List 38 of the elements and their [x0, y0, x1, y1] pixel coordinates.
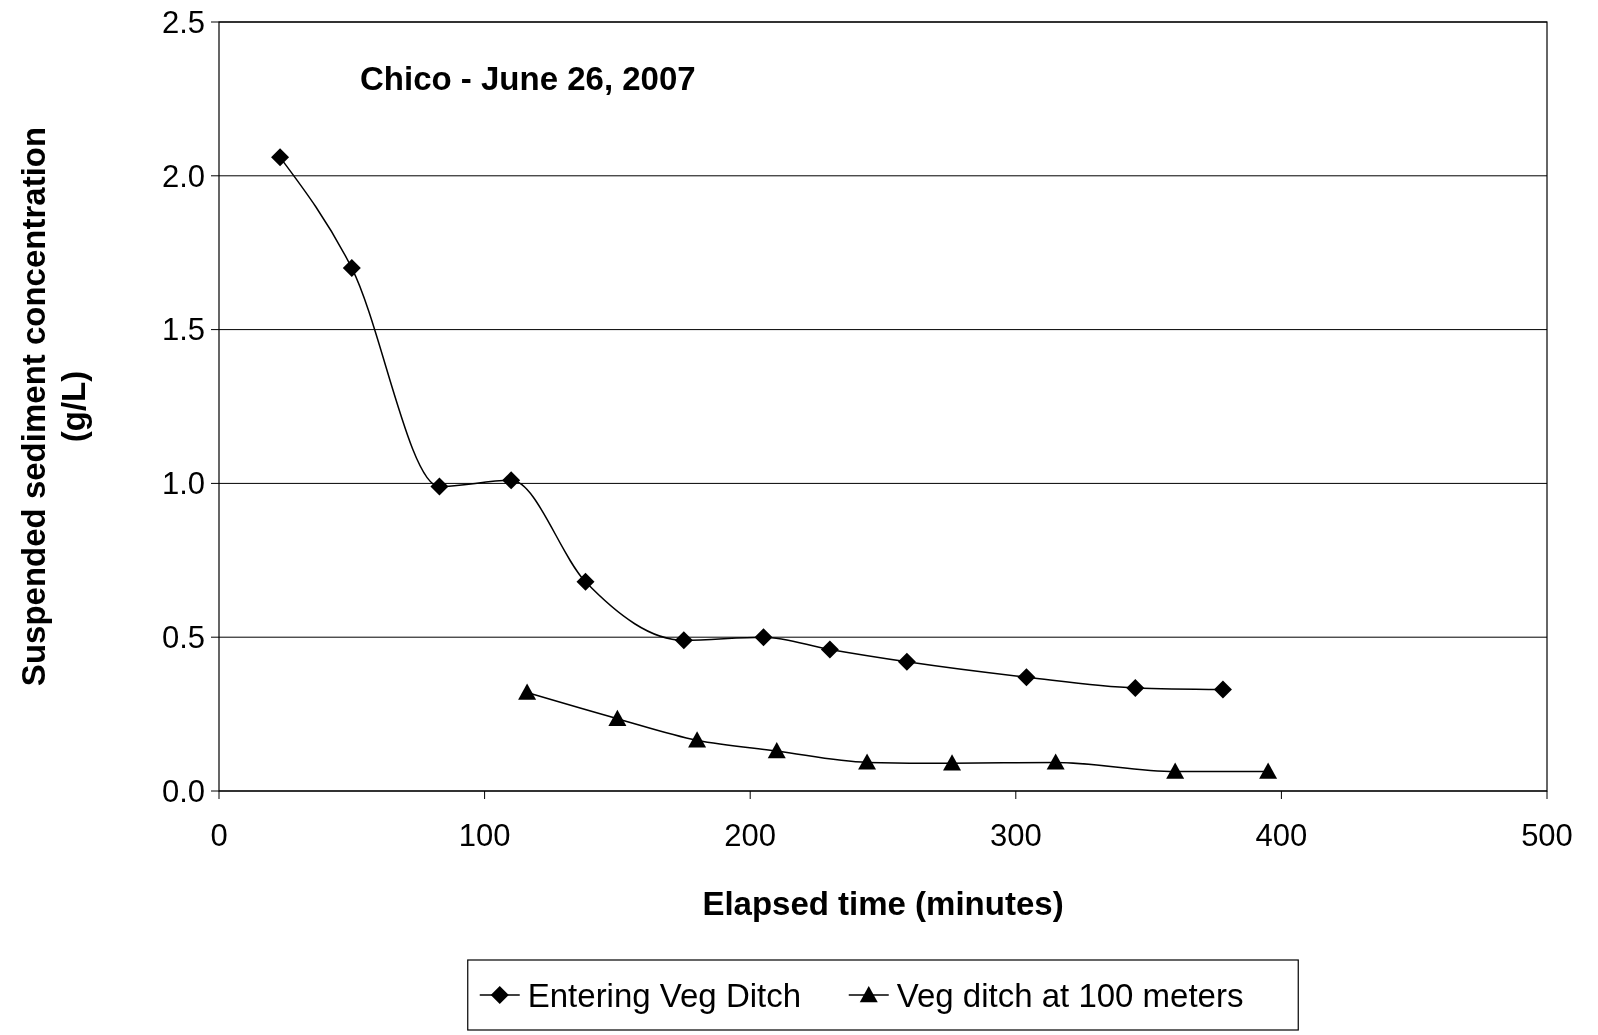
legend-label: Veg ditch at 100 meters	[896, 976, 1244, 1014]
point	[271, 148, 290, 167]
point	[754, 628, 773, 647]
y-tick-label: 2.0	[161, 158, 205, 194]
point	[608, 709, 627, 726]
x-tick-label: 500	[1521, 818, 1573, 853]
y-tick-label: 2.5	[161, 4, 205, 40]
point	[897, 652, 916, 671]
point	[858, 753, 877, 770]
y-axis-title: Suspended sediment concentration (g/L)	[15, 126, 92, 687]
point	[1126, 678, 1145, 697]
point	[518, 683, 537, 700]
point	[342, 259, 361, 278]
y-tick-label: 1.5	[161, 312, 205, 348]
y-tick-label: 1.0	[161, 466, 205, 502]
point	[576, 572, 595, 591]
point	[1046, 753, 1065, 770]
text: Chico - June 26, 2007	[360, 60, 696, 97]
legend-label: Entering Veg Ditch	[527, 976, 802, 1014]
point	[820, 640, 839, 659]
point	[1213, 680, 1232, 699]
x-tick-label: 400	[1255, 818, 1308, 853]
point	[1017, 668, 1036, 687]
x-tick-label: 200	[724, 818, 777, 853]
point	[767, 742, 786, 759]
point	[688, 731, 707, 748]
point	[674, 631, 693, 650]
point	[1259, 762, 1278, 779]
y-tick-label: 0.0	[161, 773, 205, 809]
x-tick-label: 0	[210, 818, 228, 853]
x-tick-label: 300	[989, 818, 1042, 853]
x-tick-label: 100	[458, 818, 511, 853]
point	[502, 471, 521, 490]
point	[1166, 762, 1185, 779]
y-tick-label: 0.5	[161, 620, 205, 656]
x-axis-title: Elapsed time (minutes)	[702, 885, 1064, 922]
point	[430, 477, 449, 496]
point	[943, 754, 962, 771]
